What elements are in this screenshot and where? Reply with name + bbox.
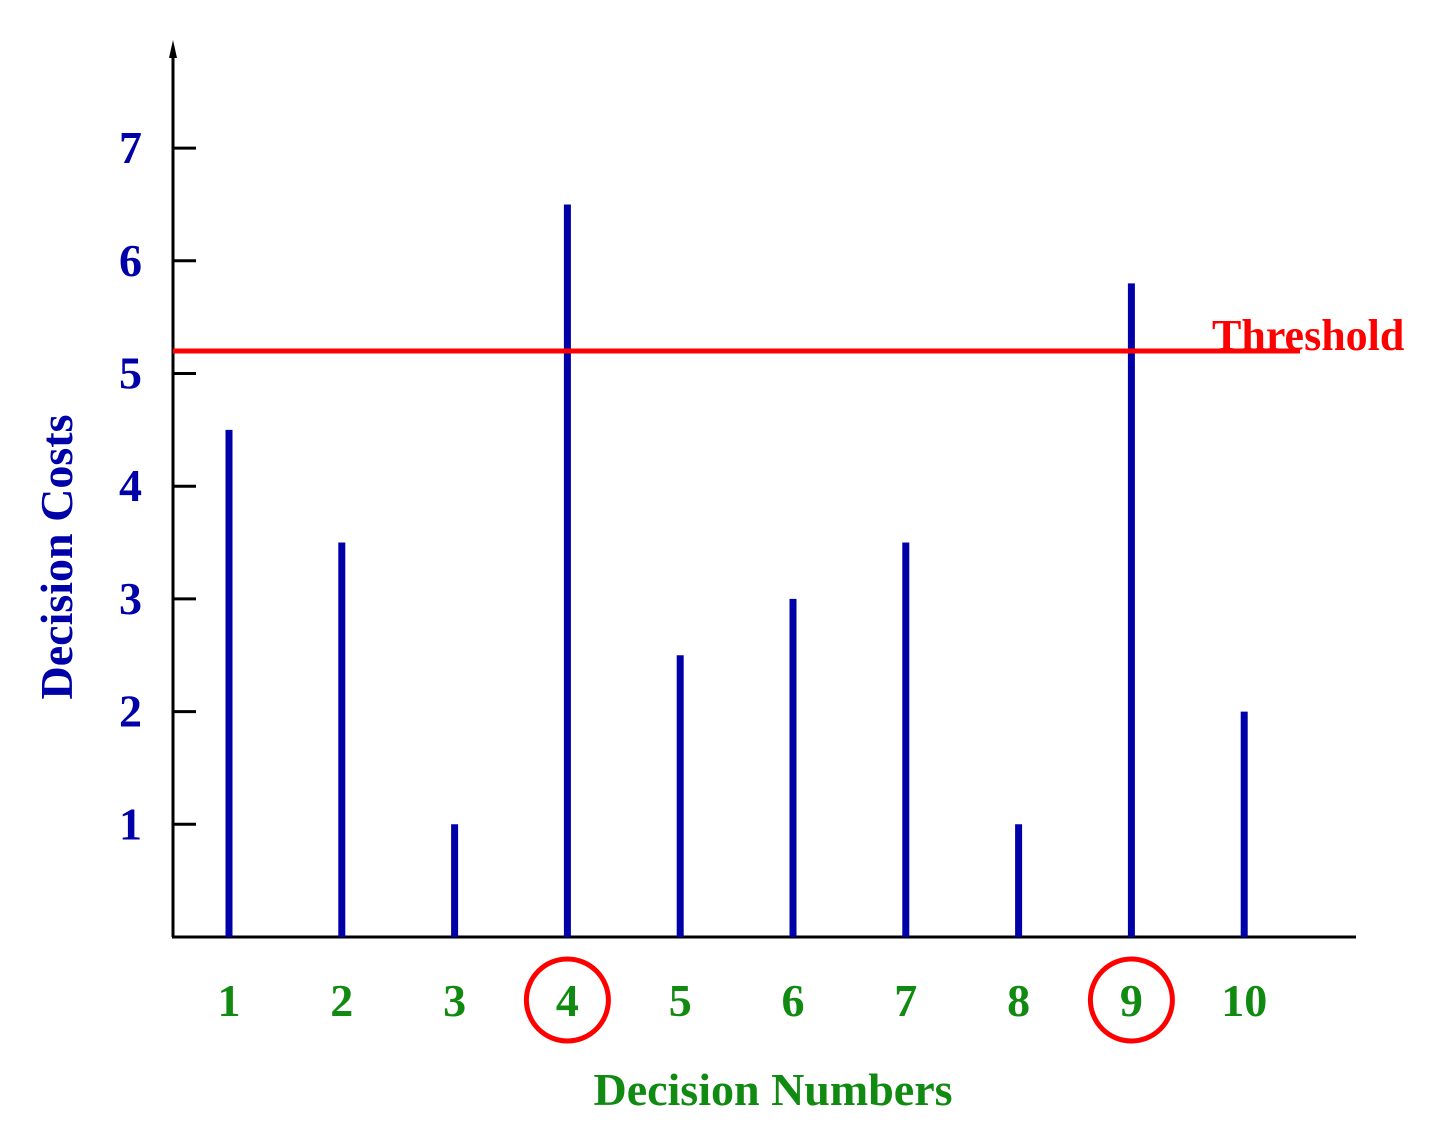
y-tick-label: 3: [119, 573, 142, 624]
x-tick-label: 6: [782, 975, 805, 1026]
x-tick-label: 3: [443, 975, 466, 1026]
y-axis-arrowhead: [169, 40, 177, 58]
y-tick-label: 4: [119, 460, 142, 511]
highlight-circle-9: [1087, 956, 1175, 1044]
y-tick-label: 6: [119, 235, 142, 286]
bar-series: [225, 204, 1248, 937]
x-axis-tick-labels: 1 2 3 4 5 6 7 8 9 10: [218, 956, 1267, 1044]
y-tick-label: 2: [119, 686, 142, 737]
threshold: Threshold: [173, 311, 1404, 360]
highlight-circle-4: [523, 956, 611, 1044]
y-axis-title: Decision Costs: [31, 415, 82, 700]
x-tick-label: 5: [669, 975, 692, 1026]
y-tick-label: 5: [119, 348, 142, 399]
y-axis-ticks: 1 2 3 4 5 6 7: [119, 122, 196, 849]
x-tick-label: 10: [1221, 975, 1267, 1026]
x-tick-label: 1: [218, 975, 241, 1026]
x-tick-label: 9: [1120, 975, 1143, 1026]
x-tick-label: 4: [556, 975, 579, 1026]
x-axis-title: Decision Numbers: [593, 1064, 952, 1115]
threshold-label: Threshold: [1212, 311, 1404, 360]
axes: [169, 40, 1356, 939]
y-tick-label: 7: [119, 122, 142, 173]
x-tick-label: 2: [330, 975, 353, 1026]
x-tick-label: 8: [1007, 975, 1030, 1026]
y-tick-label: 1: [119, 798, 142, 849]
x-tick-label: 7: [894, 975, 917, 1026]
